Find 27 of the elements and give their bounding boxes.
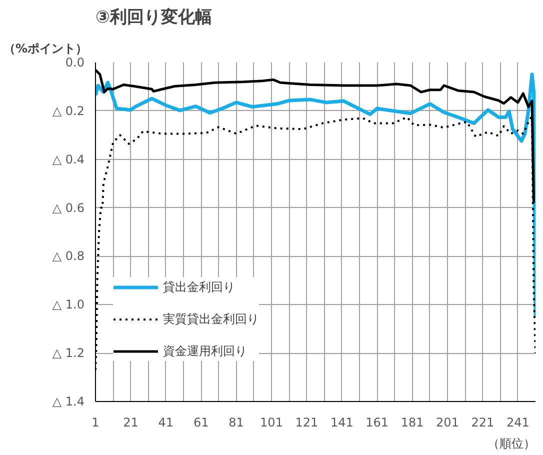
x-tick-label: 241: [506, 416, 530, 430]
y-tick-label: △ 0.4: [52, 152, 85, 166]
x-tick-label: 141: [330, 416, 354, 430]
y-tick-label: △ 0.8: [52, 249, 85, 264]
x-tick-label: 181: [400, 416, 424, 430]
chart-title: ③利回り変化幅: [96, 8, 212, 28]
legend-label: 貸出金利回り: [163, 278, 235, 296]
y-axis-title: （%ポイント）: [4, 42, 88, 56]
y-tick-label: 0.0: [65, 56, 85, 70]
x-tick-label: 81: [228, 416, 244, 430]
x-tick-label: 161: [366, 416, 389, 430]
y-tick-label: △ 1.4: [52, 394, 85, 408]
x-tick-label: 121: [295, 416, 318, 430]
x-tick-label: 101: [260, 416, 283, 430]
x-tick-label: 41: [158, 416, 174, 430]
x-tick-label: 1: [92, 416, 100, 430]
x-tick-label: 201: [436, 416, 459, 430]
y-tick-label: △ 0.6: [52, 200, 85, 215]
legend-label: 資金運用利回り: [163, 342, 247, 360]
y-tick-label: △ 1.0: [52, 298, 85, 312]
legend-label: 実質貸出金利回り: [163, 310, 259, 328]
x-tick-label: 221: [471, 416, 494, 430]
y-tick-label: △ 1.2: [52, 346, 85, 360]
x-tick-label: 21: [123, 416, 138, 430]
y-tick-label: △ 0.2: [52, 104, 85, 118]
x-tick-label: 61: [193, 416, 209, 430]
x-axis-title: （順位）: [488, 436, 536, 450]
